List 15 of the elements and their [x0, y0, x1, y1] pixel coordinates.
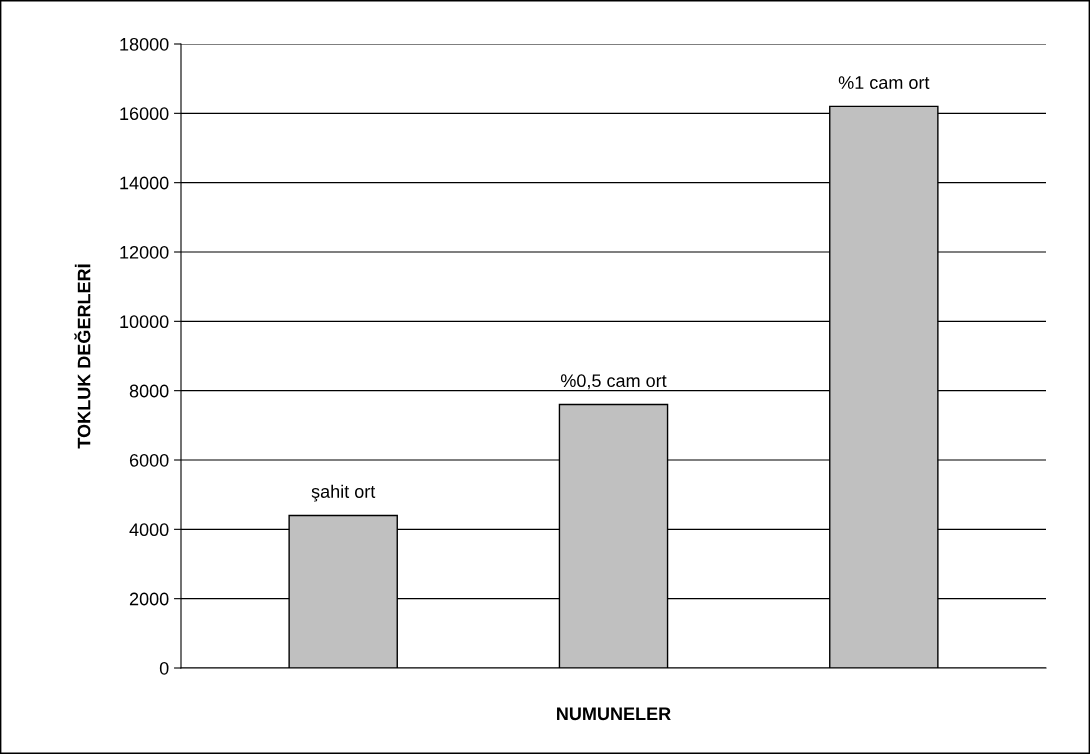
y-tick-label: 2000: [129, 592, 169, 606]
y-tick-label: 10000: [120, 315, 169, 329]
x-tick-label: şahit ort: [311, 484, 376, 502]
y-tick-label: 8000: [129, 384, 169, 398]
x-tick-label: %1 cam ort: [838, 76, 930, 89]
x-tick-label: %0,5 cam ort: [560, 374, 667, 390]
y-tick-label: 12000: [120, 245, 169, 259]
y-tick-label: 18000: [120, 37, 169, 51]
y-tick-label: 4000: [129, 523, 169, 537]
y-axis-title: TOKLUK DEĞERLERİ: [74, 264, 91, 449]
y-tick-label: 6000: [129, 453, 169, 467]
y-tick-label: 0: [159, 661, 169, 675]
y-tick-label: 16000: [120, 107, 169, 121]
y-tick-label: 14000: [120, 176, 169, 190]
x-axis-title: NUMUNELER: [557, 707, 671, 721]
